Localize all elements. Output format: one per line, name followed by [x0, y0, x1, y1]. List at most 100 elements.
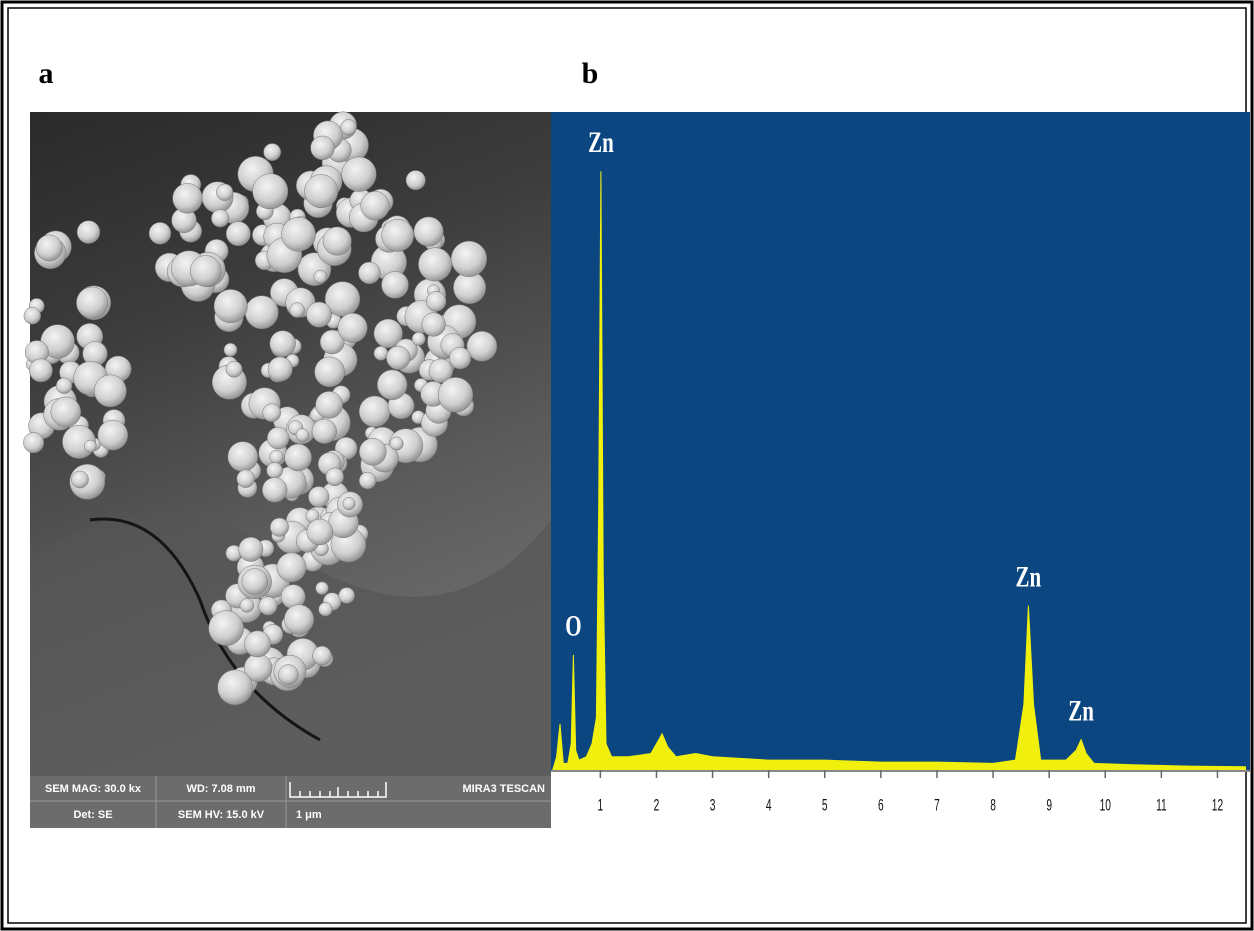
- particle: [386, 346, 410, 370]
- sem-info: Det: SE: [73, 809, 112, 821]
- sem-image: [23, 112, 551, 776]
- particle: [449, 347, 471, 369]
- particle: [228, 442, 258, 472]
- x-tick-label: 10: [1100, 795, 1111, 814]
- particle: [313, 646, 332, 665]
- particle: [311, 136, 335, 160]
- particle: [361, 191, 390, 220]
- particle: [278, 665, 298, 685]
- particle: [315, 357, 345, 387]
- particle: [237, 470, 255, 488]
- particle: [209, 611, 244, 646]
- particle: [262, 478, 287, 503]
- particle: [36, 235, 62, 261]
- particle: [76, 287, 107, 318]
- eds-spectrum: 123456789101112ZnOZnZn: [551, 112, 1250, 814]
- particle: [245, 296, 278, 329]
- particle: [339, 588, 355, 604]
- particle: [218, 670, 253, 705]
- particle: [211, 210, 229, 228]
- particle: [239, 537, 263, 561]
- particle: [319, 602, 333, 616]
- particle: [342, 157, 377, 192]
- particle: [414, 217, 443, 246]
- particle: [343, 497, 355, 509]
- particle: [377, 370, 407, 400]
- particle: [240, 599, 254, 613]
- x-tick-label: 8: [990, 795, 996, 814]
- particle: [374, 346, 388, 360]
- particle: [312, 419, 337, 444]
- particle: [77, 221, 100, 244]
- particle: [29, 359, 52, 382]
- particle: [270, 331, 296, 357]
- x-tick-label: 3: [710, 795, 716, 814]
- particle: [23, 433, 43, 453]
- particle: [467, 331, 497, 361]
- particle: [226, 361, 242, 377]
- particle: [451, 241, 487, 277]
- particle: [253, 174, 288, 209]
- sem-info: SEM MAG: 30.0 kx: [45, 783, 142, 795]
- sem-info: 1 μm: [296, 809, 322, 821]
- peak-label: Zn: [1068, 694, 1094, 728]
- particle: [224, 343, 237, 356]
- x-tick-label: 1: [598, 795, 604, 814]
- x-tick-label: 11: [1156, 795, 1167, 814]
- particle: [285, 444, 312, 471]
- particle: [316, 391, 343, 418]
- sem-info: SEM HV: 15.0 kV: [178, 809, 265, 821]
- particle: [338, 313, 367, 342]
- particle: [390, 437, 403, 450]
- sem-info: WD: 7.08 mm: [186, 783, 255, 795]
- particle: [190, 256, 221, 287]
- x-tick-label: 9: [1046, 795, 1052, 814]
- particle: [94, 375, 126, 407]
- x-tick-label: 12: [1212, 795, 1223, 814]
- particle: [382, 219, 414, 251]
- particle: [314, 270, 327, 283]
- particle: [270, 518, 288, 536]
- particle: [326, 468, 344, 486]
- particle: [323, 227, 351, 255]
- particle: [359, 262, 381, 284]
- particle: [245, 631, 271, 657]
- particle: [359, 472, 376, 489]
- particle: [296, 429, 309, 442]
- particle: [149, 222, 171, 244]
- particle: [24, 307, 41, 324]
- particle: [359, 438, 386, 465]
- plot-background: [551, 112, 1250, 770]
- particle: [270, 450, 284, 464]
- particle: [84, 440, 96, 452]
- particle: [214, 289, 247, 322]
- particle: [98, 420, 128, 450]
- figure-canvas: a b SEM MAG: 30.0 kx WD: 7.08 mm MIRA3 T…: [0, 0, 1254, 931]
- particle: [242, 569, 268, 595]
- particle: [412, 332, 425, 345]
- x-tick-label: 5: [822, 795, 828, 814]
- peak-label: Zn: [1016, 560, 1042, 594]
- particle: [341, 119, 357, 135]
- sem-info: MIRA3 TESCAN: [462, 783, 545, 795]
- particle: [72, 471, 89, 488]
- particle: [422, 313, 446, 337]
- particle: [51, 397, 81, 427]
- peak-label: Zn: [588, 125, 614, 159]
- figure: a b SEM MAG: 30.0 kx WD: 7.08 mm MIRA3 T…: [0, 0, 1254, 931]
- particle: [426, 292, 446, 312]
- particle: [308, 487, 329, 508]
- x-tick-label: 4: [766, 795, 772, 814]
- panel-label: a: [39, 57, 54, 90]
- particle: [226, 222, 250, 246]
- particle: [306, 302, 331, 327]
- x-tick-label: 7: [934, 795, 940, 814]
- particle: [438, 377, 473, 412]
- particle: [267, 462, 283, 478]
- particle: [267, 427, 289, 449]
- particle: [259, 597, 277, 615]
- x-tick-label: 2: [654, 795, 660, 814]
- peak-label: O: [565, 609, 581, 643]
- particle: [216, 184, 233, 201]
- particle: [268, 357, 292, 381]
